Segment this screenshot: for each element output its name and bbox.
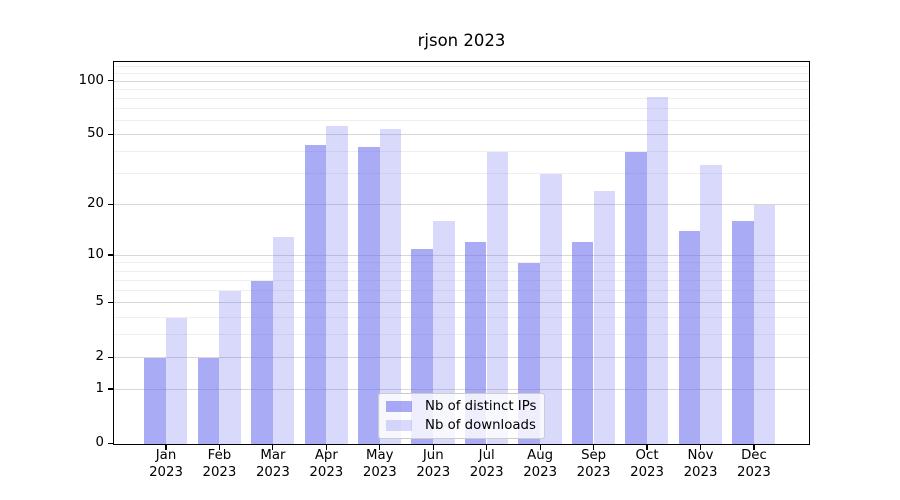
bar-downloads [700,164,722,444]
bar-downloads [219,291,241,444]
x-tick-label: Jun 2023 [416,448,451,480]
x-tick-mark [432,444,434,450]
major-gridline [114,254,809,256]
bar-downloads [646,96,669,444]
bar-distinct-ips [678,231,701,444]
bar-distinct-ips [358,146,380,444]
bar-downloads [272,236,295,444]
bar-downloads [326,126,348,444]
x-tick-mark [272,444,274,450]
bar-distinct-ips [732,221,754,444]
y-tick-label: 100 [78,72,104,88]
x-tick-mark [379,444,381,450]
y-tick-label: 50 [87,126,104,142]
x-tick-label: Aug 2023 [523,448,558,480]
x-tick-label: Nov 2023 [683,448,718,480]
x-tick-mark [486,444,488,450]
bar-downloads [540,174,562,444]
minor-gridline [114,334,809,336]
legend-item-downloads: Nb of downloads [386,418,536,435]
bar-downloads [753,204,776,444]
y-tick-label: 20 [87,196,104,211]
bar-distinct-ips [625,152,647,444]
x-tick-mark [165,444,167,450]
legend-swatch-downloads [386,420,412,432]
x-tick-label: Jul 2023 [469,448,504,480]
minor-gridline [114,66,809,68]
major-gridline [114,134,809,136]
plot-area: Nb of distinct IPs Nb of downloads [113,61,810,445]
chart-title: rjson 2023 [417,31,506,50]
x-tick-label: Feb 2023 [202,448,237,480]
x-tick-mark [539,444,541,450]
x-tick-mark [699,444,702,450]
y-tick-mark [108,302,113,304]
y-tick-mark [108,80,113,82]
y-tick-mark [108,388,113,390]
bar-distinct-ips [144,357,166,444]
minor-gridline [114,316,809,318]
y-tick-label: 2 [95,348,104,364]
x-tick-label: Oct 2023 [630,448,664,480]
major-gridline [114,80,809,82]
x-tick-label: Sep 2023 [576,448,611,480]
minor-gridline [114,151,809,153]
bar-distinct-ips [251,280,273,444]
legend-label-distinct-ips: Nb of distinct IPs [425,398,537,414]
legend: Nb of distinct IPs Nb of downloads [378,393,545,439]
y-tick-label: 0 [95,435,104,451]
major-gridline [114,356,809,358]
y-tick-label: 10 [87,246,104,262]
x-tick-mark [325,444,327,450]
y-tick-mark [108,203,113,205]
x-tick-label: Jan 2023 [149,448,183,480]
legend-label-downloads: Nb of downloads [425,418,536,434]
x-tick-mark [218,444,221,450]
minor-gridline [114,270,809,272]
minor-gridline [114,97,809,99]
minor-gridline [114,279,809,281]
x-tick-mark [646,444,648,450]
y-tick-mark [108,442,113,445]
x-tick-mark [753,444,755,450]
minor-gridline [114,173,809,175]
minor-gridline [114,73,809,75]
x-tick-label: Apr 2023 [309,448,344,480]
bar-distinct-ips [304,144,327,444]
minor-gridline [114,88,809,90]
y-tick-mark [108,356,113,358]
y-tick-label: 1 [95,380,104,396]
major-gridline [114,302,809,304]
y-tick-mark [108,254,113,256]
bar-downloads [379,129,402,444]
minor-gridline [114,262,809,264]
y-tick-mark [108,133,113,136]
y-tick-label: 5 [95,294,104,310]
bar-distinct-ips [571,242,594,444]
bar-downloads [433,221,455,444]
x-tick-mark [593,444,595,450]
major-gridline [114,204,809,205]
legend-swatch-distinct-ips [386,400,412,412]
bar-downloads [486,152,509,444]
x-tick-label: Mar 2023 [255,448,290,480]
x-tick-label: May 2023 [362,448,397,480]
minor-gridline [114,120,809,122]
x-tick-label: Dec 2023 [737,448,771,480]
bar-downloads [593,191,615,444]
minor-gridline [114,108,809,110]
legend-item-distinct-ips: Nb of distinct IPs [386,398,536,415]
major-gridline [114,388,809,390]
bar-downloads [165,317,188,444]
bar-distinct-ips [197,357,220,444]
minor-gridline [114,290,809,292]
